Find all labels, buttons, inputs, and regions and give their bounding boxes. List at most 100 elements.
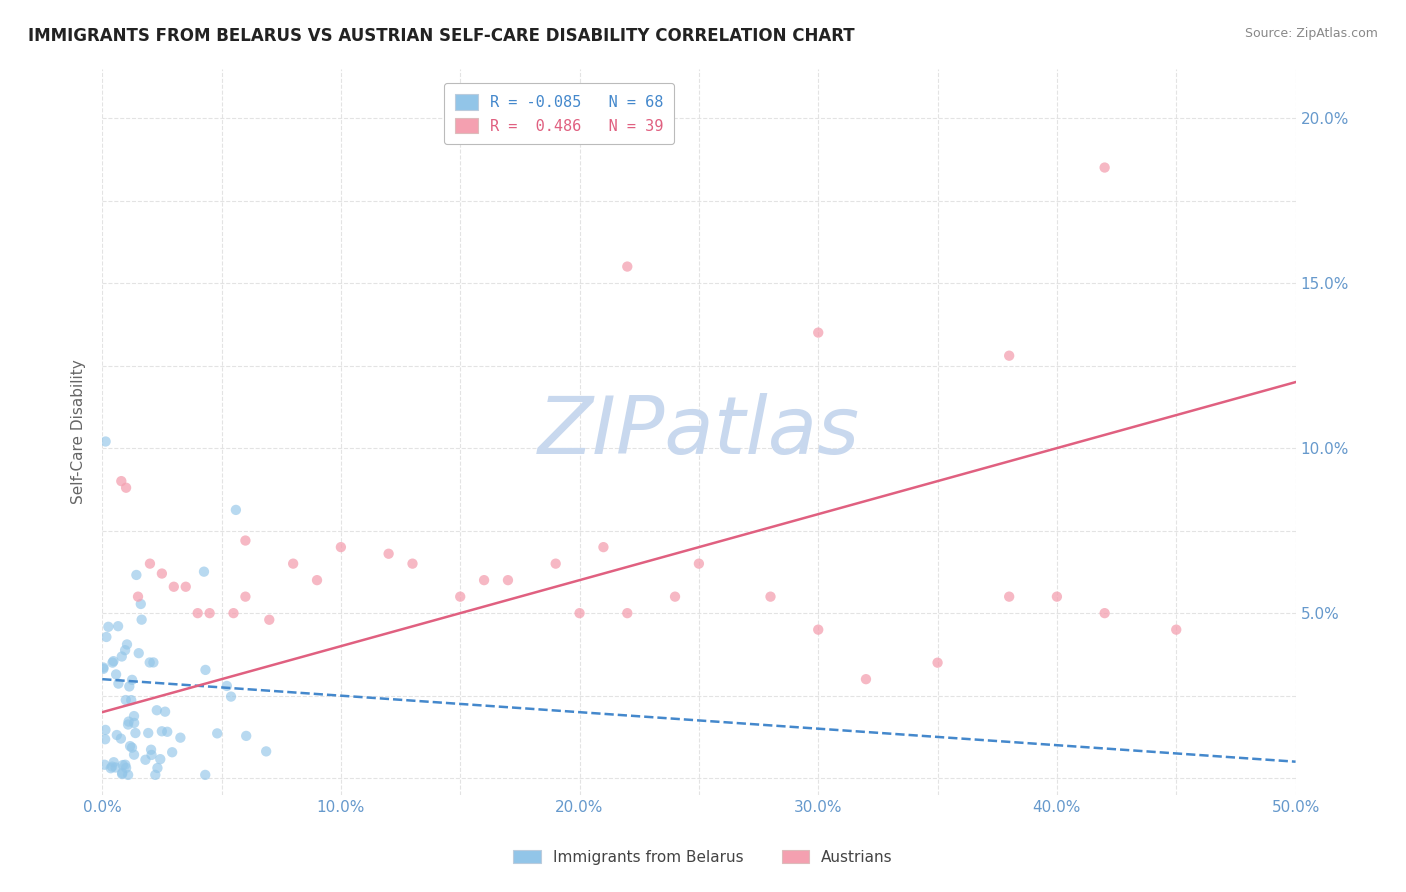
Point xyxy=(401,557,423,571)
Point xyxy=(496,573,519,587)
Point xyxy=(101,759,124,773)
Point xyxy=(107,676,129,690)
Point xyxy=(1094,161,1116,175)
Point xyxy=(222,606,245,620)
Point xyxy=(163,580,186,594)
Point xyxy=(283,557,305,571)
Point xyxy=(139,742,162,756)
Point xyxy=(103,654,125,668)
Point xyxy=(115,637,138,651)
Point xyxy=(688,557,710,571)
Point xyxy=(1166,623,1188,637)
Point xyxy=(807,326,830,340)
Point xyxy=(472,573,495,587)
Point xyxy=(114,643,136,657)
Point xyxy=(138,656,160,670)
Point xyxy=(121,673,143,687)
Point xyxy=(103,756,125,770)
Point xyxy=(107,619,129,633)
Point xyxy=(855,672,877,686)
Point xyxy=(118,680,141,694)
Point xyxy=(93,660,115,674)
Point xyxy=(169,731,191,745)
Point xyxy=(149,752,172,766)
Point xyxy=(194,768,217,782)
Legend: R = -0.085   N = 68, R =  0.486   N = 39: R = -0.085 N = 68, R = 0.486 N = 39 xyxy=(444,84,673,145)
Point xyxy=(156,724,179,739)
Point xyxy=(449,590,471,604)
Point xyxy=(93,662,115,676)
Point xyxy=(194,663,217,677)
Point xyxy=(235,533,257,548)
Point xyxy=(142,656,165,670)
Point xyxy=(111,766,134,780)
Y-axis label: Self-Care Disability: Self-Care Disability xyxy=(72,359,86,504)
Point xyxy=(235,729,257,743)
Point xyxy=(134,753,156,767)
Text: Source: ZipAtlas.com: Source: ZipAtlas.com xyxy=(1244,27,1378,40)
Point xyxy=(664,590,686,604)
Point xyxy=(128,646,150,660)
Point xyxy=(807,623,830,637)
Point xyxy=(110,474,132,488)
Point xyxy=(101,656,124,670)
Point xyxy=(94,723,117,737)
Text: ZIPatlas: ZIPatlas xyxy=(538,392,860,471)
Point xyxy=(568,606,591,620)
Point xyxy=(254,744,277,758)
Point xyxy=(97,620,120,634)
Point xyxy=(998,590,1021,604)
Point xyxy=(215,679,238,693)
Point xyxy=(187,606,209,620)
Point xyxy=(377,547,399,561)
Point xyxy=(616,606,638,620)
Text: IMMIGRANTS FROM BELARUS VS AUSTRIAN SELF-CARE DISABILITY CORRELATION CHART: IMMIGRANTS FROM BELARUS VS AUSTRIAN SELF… xyxy=(28,27,855,45)
Point xyxy=(124,726,146,740)
Point xyxy=(1046,590,1069,604)
Point xyxy=(94,732,117,747)
Point xyxy=(193,565,215,579)
Point xyxy=(100,761,122,775)
Point xyxy=(111,649,134,664)
Point xyxy=(115,481,138,495)
Point xyxy=(117,717,139,731)
Point xyxy=(616,260,638,274)
Point xyxy=(305,573,328,587)
Point xyxy=(115,761,138,775)
Point xyxy=(105,667,128,681)
Point xyxy=(136,726,159,740)
Point xyxy=(122,715,145,730)
Point xyxy=(143,768,166,782)
Point xyxy=(131,613,153,627)
Point xyxy=(105,728,128,742)
Point xyxy=(120,693,142,707)
Point xyxy=(120,739,142,753)
Point xyxy=(150,724,173,739)
Point xyxy=(927,656,949,670)
Point xyxy=(153,705,176,719)
Point xyxy=(117,768,139,782)
Point xyxy=(592,540,614,554)
Point xyxy=(127,590,149,604)
Point xyxy=(259,613,281,627)
Point xyxy=(122,709,145,723)
Point xyxy=(94,434,117,449)
Point xyxy=(114,757,136,772)
Point xyxy=(111,767,134,781)
Legend: Immigrants from Belarus, Austrians: Immigrants from Belarus, Austrians xyxy=(508,844,898,871)
Point xyxy=(205,726,228,740)
Point xyxy=(759,590,782,604)
Point xyxy=(174,580,197,594)
Point xyxy=(125,568,148,582)
Point xyxy=(104,760,127,774)
Point xyxy=(219,690,242,704)
Point xyxy=(96,630,118,644)
Point xyxy=(139,557,162,571)
Point xyxy=(117,714,139,729)
Point xyxy=(160,745,183,759)
Point xyxy=(998,349,1021,363)
Point xyxy=(329,540,352,554)
Point xyxy=(141,747,163,762)
Point xyxy=(544,557,567,571)
Point xyxy=(93,757,115,772)
